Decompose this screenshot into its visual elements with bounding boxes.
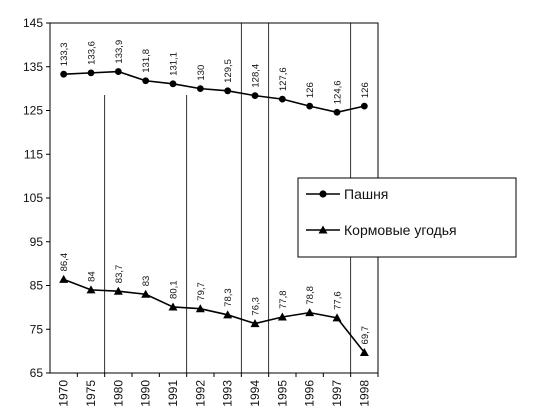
x-tick-label: 1993 [221, 380, 235, 407]
data-point-triangle [277, 312, 287, 321]
y-tick-label: 135 [23, 60, 43, 74]
data-label: 83,7 [114, 265, 125, 284]
x-tick-label: 1998 [357, 380, 371, 407]
y-axis: 65 75 85 95 105 115 125 135 145 [23, 16, 50, 380]
data-label: 83 [141, 276, 152, 287]
data-point-circle [306, 102, 314, 110]
x-tick-label: 1970 [57, 380, 71, 407]
data-point-circle [360, 102, 368, 110]
x-tick-label: 1991 [166, 380, 180, 407]
y-tick-label: 115 [24, 147, 43, 161]
data-label: 128,4 [251, 64, 262, 88]
y-tick-label: 145 [23, 16, 43, 30]
data-point-circle [114, 68, 122, 75]
data-point-circle [60, 70, 68, 78]
data-label: 126 [305, 82, 316, 98]
data-point-triangle [59, 274, 69, 283]
data-point-triangle [359, 347, 369, 356]
data-label: 79,7 [196, 282, 207, 301]
data-label: 77,6 [333, 291, 344, 310]
y-tick-label: 75 [30, 322, 44, 336]
data-point-triangle [332, 313, 342, 322]
data-point-triangle [223, 310, 233, 319]
x-tick-label: 1992 [193, 380, 207, 407]
data-label: 133,3 [59, 42, 70, 66]
series-line [63, 70, 365, 114]
data-label: 80,1 [169, 280, 180, 299]
data-point-triangle [195, 304, 205, 313]
x-axis: 1970 1975 1980 1990 1991 1992 1993 1994 1995 1996… [57, 373, 379, 407]
series-line [63, 278, 365, 353]
y-tick-label: 65 [30, 366, 44, 380]
y-tick-label: 105 [23, 191, 43, 205]
data-point-circle [224, 87, 232, 95]
data-label: 126 [360, 82, 371, 98]
data-label: 78,3 [223, 288, 234, 307]
data-point-circle [169, 80, 177, 88]
series-pashnya: 133,3 133,6 133,9 131,8 131,1 130 129,5 128,4 12… [59, 40, 371, 116]
data-point-triangle [141, 289, 151, 298]
legend-marker-circle [319, 190, 327, 198]
x-tick-label: 1975 [84, 380, 98, 407]
data-label: 127,6 [278, 67, 289, 91]
data-point-triangle [113, 286, 123, 295]
y-tick-label: 85 [30, 279, 44, 293]
series-layer: 133,3 133,6 133,9 131,8 131,1 130 129,5 128,4 12… [59, 40, 371, 356]
legend-box [297, 177, 517, 258]
data-point-circle [333, 108, 341, 116]
data-label: 69,7 [360, 326, 371, 345]
data-label: 131,8 [141, 49, 152, 73]
data-label: 130 [196, 65, 207, 81]
legend-label-kormovye: Кормовые угодья [344, 222, 457, 238]
data-point-triangle [305, 308, 315, 317]
legend-label-pashnya: Пашня [344, 186, 388, 202]
data-label: 78,8 [305, 286, 316, 305]
data-label: 133,6 [87, 41, 98, 65]
data-label: 86,4 [59, 253, 70, 272]
data-point-circle [251, 92, 259, 100]
data-point-triangle [86, 285, 96, 294]
data-label: 76,3 [251, 297, 262, 316]
data-point-triangle [168, 302, 178, 311]
data-label: 84 [87, 271, 98, 282]
data-point-circle [196, 85, 204, 93]
series-kormovye: 86,4 84 83,7 83 80,1 79,7 78,3 76,3 77,8 78,8 77,6… [59, 253, 371, 356]
data-label: 77,8 [278, 291, 289, 310]
data-point-circle [87, 69, 95, 77]
y-tick-label: 125 [23, 104, 43, 118]
x-tick-label: 1994 [248, 380, 262, 407]
x-tick-label: 1980 [111, 380, 125, 407]
data-label: 129,5 [223, 59, 234, 83]
data-label: 133,9 [114, 40, 125, 64]
y-tick-label: 95 [30, 235, 44, 249]
legend-marker-triangle [318, 225, 328, 234]
data-label: 131,1 [169, 52, 180, 76]
data-point-circle [142, 77, 150, 85]
x-tick-label: 1997 [330, 380, 344, 407]
legend: Пашня Кормовые угодья [297, 177, 517, 258]
data-point-triangle [250, 319, 260, 328]
x-tick-label: 1990 [139, 380, 153, 407]
data-label: 124,6 [333, 80, 344, 104]
x-tick-label: 1996 [303, 380, 317, 407]
x-tick-label: 1995 [275, 380, 289, 407]
data-point-circle [278, 95, 286, 103]
